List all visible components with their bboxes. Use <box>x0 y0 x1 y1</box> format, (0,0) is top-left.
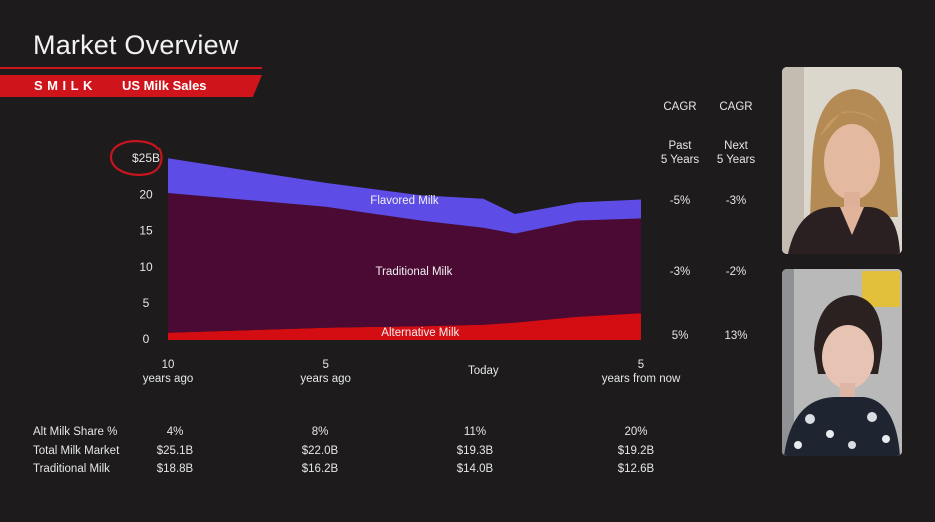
video-tile-participant-1[interactable] <box>782 67 902 254</box>
stats-value: $16.2B <box>301 463 339 475</box>
x-tick-label: 10 years ago <box>143 359 194 385</box>
stats-value: $19.2B <box>617 444 655 457</box>
cagr-subheader-2: Next 5 Years <box>716 140 756 166</box>
cagr-value-flavored-milk-past: -5% <box>669 195 691 207</box>
stats-value: 4% <box>166 426 184 438</box>
stats-row-label: Alt Milk Share % <box>33 426 118 438</box>
cagr-header-1: CAGR <box>663 101 697 113</box>
highlight-circle <box>109 140 163 176</box>
area-label-traditional-milk: Traditional Milk <box>376 266 453 278</box>
stats-row-label: Total Milk Market <box>33 444 120 457</box>
cagr-value-flavored-milk-next: -3% <box>725 195 747 207</box>
y-tick-label: 0 <box>143 332 150 346</box>
stats-value: $18.8B <box>156 463 194 475</box>
video-tile-participant-2[interactable] <box>782 269 902 456</box>
area-label-alternative-milk: Alternative Milk <box>381 327 459 339</box>
title-underline <box>0 67 262 69</box>
y-tick-label: $25B <box>132 151 160 165</box>
stats-value: $22.0B <box>301 444 339 457</box>
stats-value: $14.0B <box>456 463 494 475</box>
stats-value: 8% <box>311 426 329 438</box>
participant-2-video-icon <box>782 269 902 456</box>
y-tick-label: 5 <box>143 296 150 310</box>
y-tick-label: 10 <box>139 260 153 274</box>
y-tick-label: 20 <box>139 187 153 201</box>
stats-row-label: Traditional Milk <box>33 463 110 475</box>
cagr-value-alternative-milk-past: 5% <box>671 330 689 342</box>
area-alternative-milk <box>168 313 641 340</box>
area-traditional-milk <box>168 193 641 333</box>
y-tick-label: 15 <box>139 224 153 238</box>
x-tick-label: 5 years ago <box>300 359 351 385</box>
area-flavored-milk <box>168 158 641 234</box>
stats-value: 20% <box>624 426 648 438</box>
x-tick-label: 5 years from now <box>602 359 681 385</box>
cagr-header-2: CAGR <box>719 101 753 113</box>
page-title: Market Overview <box>33 30 239 60</box>
x-tick-label: Today <box>468 365 499 377</box>
participant-1-video-icon <box>782 67 902 254</box>
cagr-value-traditional-milk-next: -2% <box>725 266 747 278</box>
chart-subtitle: US Milk Sales <box>122 78 207 93</box>
stats-value: $19.3B <box>456 444 494 457</box>
brand-banner <box>0 75 262 97</box>
cagr-value-alternative-milk-next: 13% <box>724 330 748 342</box>
stats-value: $12.6B <box>617 463 655 475</box>
stats-value: 11% <box>463 426 487 438</box>
area-label-flavored-milk: Flavored Milk <box>370 195 439 207</box>
cagr-subheader-1: Past 5 Years <box>660 140 700 166</box>
cagr-value-traditional-milk-past: -3% <box>669 266 691 278</box>
stats-value: $25.1B <box>156 444 194 457</box>
brand-logo: SMILK <box>34 78 97 93</box>
